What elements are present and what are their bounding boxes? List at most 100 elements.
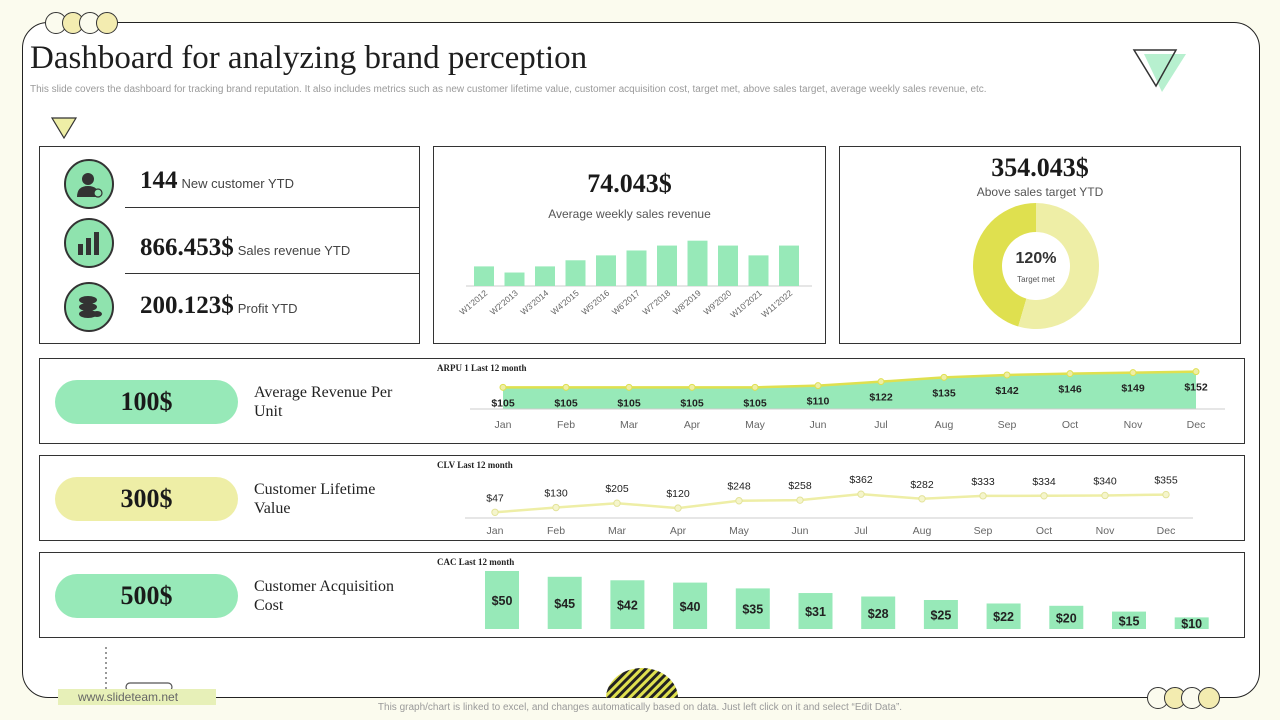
cac-chart: $50 $45 $42 $40 $35 $31 $28 $25 $22 $20 $15 $10 xyxy=(485,571,1209,631)
kpi-label: Sales revenue YTD xyxy=(237,243,351,258)
point xyxy=(552,503,560,512)
area-line xyxy=(503,370,1197,389)
target-value: 354.043$ xyxy=(991,153,1089,182)
arpu-pill: 100$ xyxy=(55,380,238,424)
bar xyxy=(1112,611,1146,629)
point xyxy=(688,383,696,391)
data-label: $35 xyxy=(742,603,763,617)
data-label: $205 xyxy=(605,483,629,495)
arpu-chart: $105 Jan $105 Feb $105 Mar $105 Apr $105 May $110 J… xyxy=(470,368,1225,431)
data-label: $282 xyxy=(910,479,934,491)
point xyxy=(814,382,822,390)
data-label: $340 xyxy=(1093,475,1117,487)
point xyxy=(562,383,570,391)
data-label: $333 xyxy=(971,476,995,488)
data-label: $22 xyxy=(993,610,1014,624)
x-tick-label: Nov xyxy=(1124,419,1143,431)
weekly-sales-chart: W1'2012W2'2013W3'2014W4'2015W5'2016W6'20… xyxy=(457,240,812,320)
bar-chart-icon xyxy=(64,218,114,268)
clv-chart: $47 Jan $130 Feb $205 Mar $120 Apr $248 May $258 Ju… xyxy=(465,474,1193,537)
bar xyxy=(535,266,555,286)
bar xyxy=(986,603,1021,629)
x-tick-label: Jul xyxy=(854,525,867,537)
x-tick-label: Sep xyxy=(974,525,993,537)
brand-url[interactable]: www.slideteam.net xyxy=(58,689,216,705)
kpi-sales-revenue: 866.453$ Sales revenue YTD xyxy=(40,213,420,275)
data-label: $248 xyxy=(727,481,751,493)
point xyxy=(1162,490,1170,499)
point xyxy=(1066,370,1074,378)
kpi-profit: 200.123$ Profit YTD xyxy=(40,279,420,341)
arpu-panel: 100$ Average Revenue Per Unit ARPU 1 Las… xyxy=(39,358,1245,444)
point xyxy=(918,495,926,503)
area-fill xyxy=(503,371,1196,409)
data-label: $47 xyxy=(486,492,504,504)
x-tick-label: Jun xyxy=(792,525,809,537)
data-label: $130 xyxy=(544,488,568,500)
triangle-decoration-icon xyxy=(1132,49,1186,92)
data-label: $50 xyxy=(492,594,513,608)
x-tick-label: Aug xyxy=(913,525,932,537)
bar xyxy=(485,571,519,629)
x-tick-label: May xyxy=(745,419,766,431)
x-tick-label: W10'2021 xyxy=(728,288,764,320)
point xyxy=(857,490,865,498)
data-label: $334 xyxy=(1032,476,1056,488)
page-subtitle: This slide covers the dashboard for trac… xyxy=(30,84,987,95)
clv-label: Customer Lifetime Value xyxy=(254,481,376,517)
customer-icon xyxy=(64,159,114,209)
small-triangle-icon xyxy=(50,117,78,140)
weekly-sales-panel: 74.043$ Average weekly sales revenue W1'… xyxy=(433,146,826,344)
kpi-label: New customer YTD xyxy=(181,176,294,191)
x-tick-label: Sep xyxy=(998,419,1017,431)
bar xyxy=(861,596,896,629)
x-tick-label: W2'2013 xyxy=(488,288,520,317)
point xyxy=(1003,371,1011,379)
bar xyxy=(1174,617,1209,629)
point xyxy=(1101,491,1109,500)
x-tick-label: Jan xyxy=(495,419,512,431)
x-tick-label: W3'2014 xyxy=(518,288,550,317)
x-tick-label: Oct xyxy=(1036,525,1052,537)
bar xyxy=(504,272,525,286)
divider xyxy=(125,207,419,208)
data-label: $105 xyxy=(617,397,641,409)
target-panel: 354.043$ Above sales target YTD 120% Tar… xyxy=(839,146,1241,344)
point xyxy=(877,378,885,386)
data-label: $10 xyxy=(1181,617,1202,631)
donut-pct: 120% xyxy=(1016,250,1057,267)
cac-pill: 500$ xyxy=(55,574,238,618)
striped-semicircle-icon xyxy=(606,668,678,698)
kpi-value: 144 xyxy=(140,167,178,194)
data-label: $258 xyxy=(788,480,812,492)
coins-icon xyxy=(64,282,114,332)
point xyxy=(674,504,682,512)
page-title: Dashboard for analyzing brand perception xyxy=(30,40,588,76)
x-tick-label: W1'2012 xyxy=(457,288,489,317)
x-tick-label: May xyxy=(729,525,750,537)
x-tick-label: Oct xyxy=(1062,419,1078,431)
bar xyxy=(610,580,645,629)
x-tick-label: W5'2016 xyxy=(579,288,611,317)
x-tick-label: W7'2018 xyxy=(640,288,672,317)
data-label: $355 xyxy=(1154,475,1178,487)
bar xyxy=(565,260,586,286)
point xyxy=(735,497,743,505)
decorative-circles-top xyxy=(45,12,118,34)
bar xyxy=(748,255,769,286)
data-label: $135 xyxy=(932,387,956,399)
data-label: $146 xyxy=(1058,384,1082,396)
data-label: $105 xyxy=(743,397,767,409)
kpi-new-customers: 144 New customer YTD xyxy=(40,147,420,209)
clv-panel: 300$ Customer Lifetime Value CLV Last 12… xyxy=(39,455,1245,541)
x-tick-label: Mar xyxy=(620,419,639,431)
bar xyxy=(547,576,582,629)
point xyxy=(979,492,987,500)
bar xyxy=(735,588,770,629)
bar xyxy=(1049,605,1084,629)
data-label: $45 xyxy=(554,597,575,611)
dotted-decoration-icon xyxy=(105,647,173,693)
x-tick-label: Jun xyxy=(810,419,827,431)
cac-panel: 500$ Customer Acquisition Cost CAC Last … xyxy=(39,552,1245,638)
data-label: $105 xyxy=(491,397,515,409)
